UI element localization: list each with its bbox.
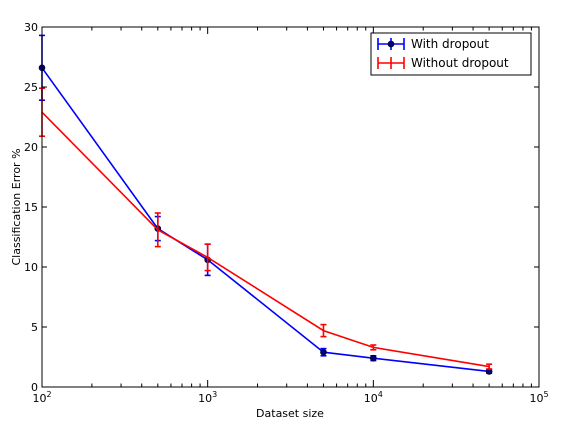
x-axis-label: Dataset size [256, 407, 324, 420]
y-tick-label: 30 [24, 21, 38, 34]
x-tick-label: 105 [529, 390, 548, 405]
x-tick-label: 102 [32, 390, 51, 405]
x-tick-label: 104 [364, 390, 383, 405]
tick-layer: 0 5 10 15 20 25 30 102 103 104 105 [24, 21, 549, 405]
data-point [370, 354, 377, 362]
legend-items: With dropout Without dropout [377, 37, 509, 70]
series-layer [38, 34, 493, 375]
legend-marker [387, 40, 395, 48]
y-tick-label: 0 [31, 381, 38, 394]
series-line [41, 111, 490, 368]
legend: With dropout Without dropout [370, 32, 532, 76]
y-tick-label: 25 [24, 81, 38, 94]
legend-label: Without dropout [411, 56, 509, 70]
series-line [41, 67, 490, 373]
plot-frame [41, 26, 540, 388]
x-tick-label: 103 [198, 390, 217, 405]
legend-label: With dropout [411, 37, 489, 51]
y-tick-label: 20 [24, 141, 38, 154]
y-tick-label: 10 [24, 261, 38, 274]
legend-box [370, 32, 532, 76]
y-axis-label: Classification Error % [10, 148, 23, 265]
data-point [320, 348, 327, 356]
y-tick-label: 15 [24, 201, 38, 214]
y-tick-label: 5 [31, 321, 38, 334]
